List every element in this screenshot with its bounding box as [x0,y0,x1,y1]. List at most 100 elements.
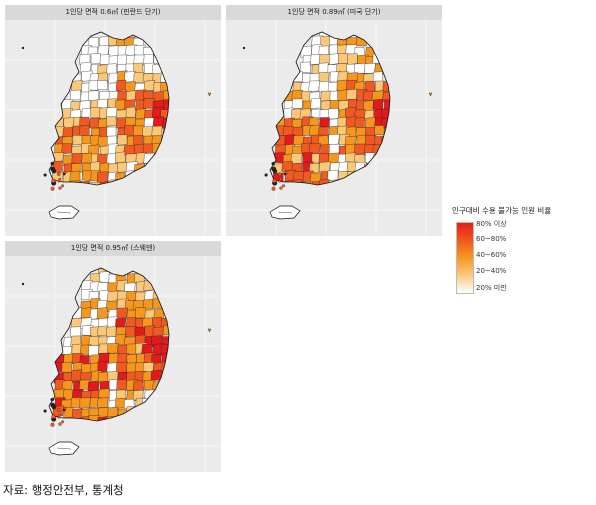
region-shape [141,343,153,355]
region-shape [365,152,376,164]
island-ulleung [207,328,212,333]
island [50,422,55,427]
panel-title: 1인당 면적 0.95㎡ (스웨덴) [5,241,221,256]
island [50,166,56,172]
region-shape [106,63,117,75]
region-shape [71,307,83,320]
island [264,173,268,177]
island [56,408,61,412]
region-shape [71,80,83,92]
region-shape [319,117,330,128]
region-shape [142,126,153,138]
region-shape [309,172,321,183]
region-shape [106,116,117,127]
region-shape [143,298,154,310]
island-ulleung [428,92,433,97]
region-shape [151,125,163,137]
region-shape [328,133,340,146]
region-shape [78,125,90,136]
island [283,172,287,176]
map-panel-usa: 1인당 면적 0.89㎡ (미국 단기) [226,5,442,236]
region-shape [143,152,155,164]
island [62,172,66,176]
island [51,178,56,183]
region-shape [310,98,321,109]
region-shape [142,397,154,410]
region-shape [80,307,92,319]
region-shape [61,361,73,373]
region-shape [62,371,74,383]
region-shape [363,162,376,174]
region-shape [106,107,118,118]
island [271,186,276,191]
region-shape [97,72,108,83]
region-shape [336,79,348,91]
map-panel-finland: 1인당 면적 0.6㎡ (핀란드 단기) [5,5,221,236]
legend-label: 60~80% [476,235,507,243]
region-shape [72,135,83,145]
region-shape [372,52,384,64]
source-note: 자료: 행정안전부, 통계청 [3,483,124,497]
region-shape [291,98,303,109]
region-shape [308,80,320,92]
region-shape [107,343,119,355]
region-shape [290,153,303,165]
region-shape [372,71,383,83]
coastline [48,267,170,422]
island [282,184,286,188]
island [242,46,246,50]
island [21,46,25,50]
region-shape [96,397,109,408]
region-shape [133,72,145,84]
region-shape [337,53,349,64]
island [61,184,65,188]
region-shape [99,54,111,65]
region-shape [115,270,126,282]
island [51,414,56,419]
island [21,282,25,286]
region-shape [106,326,117,339]
region-shape [98,388,110,399]
region-shape [353,143,367,155]
island [279,186,283,190]
jeju-border [277,211,293,214]
region-shape [97,80,108,91]
region-shape [318,53,331,66]
map-legend: 인구대비 수용 불가능 인원 비율 80% 이상 60~80% 40~60% 2… [452,205,592,294]
region-shape [88,90,100,102]
region-shape [106,416,118,421]
region-shape [125,317,137,328]
region-shape [114,151,126,164]
region-shape [116,379,127,391]
island [279,177,283,181]
region-shape [337,89,348,102]
map-panel-sweden: 1인당 면적 0.95㎡ (스웨덴) [5,241,221,472]
region-shape [300,61,311,73]
region-shape [71,153,83,164]
region-shape [345,88,358,100]
island [58,177,62,181]
region-shape [96,307,108,320]
region-shape [135,307,147,319]
region-shape [162,117,169,129]
region-shape [132,380,144,392]
region-shape [143,80,156,91]
region-shape [162,127,169,138]
panel-title: 1인당 면적 0.89㎡ (미국 단기) [226,5,442,20]
island [271,161,275,166]
island [43,173,47,177]
region-shape [96,416,109,421]
region-shape [327,169,339,181]
region-shape [133,170,144,182]
region-shape [69,170,81,182]
region-shape [152,390,164,402]
legend-label: 20% 미만 [476,284,507,292]
legend-label: 40~60% [476,251,507,259]
korea-map [5,256,221,472]
region-shape [115,79,127,92]
region-shape [162,324,169,336]
island [272,178,277,183]
region-shape [354,117,365,128]
island [61,420,65,424]
island [50,397,54,402]
